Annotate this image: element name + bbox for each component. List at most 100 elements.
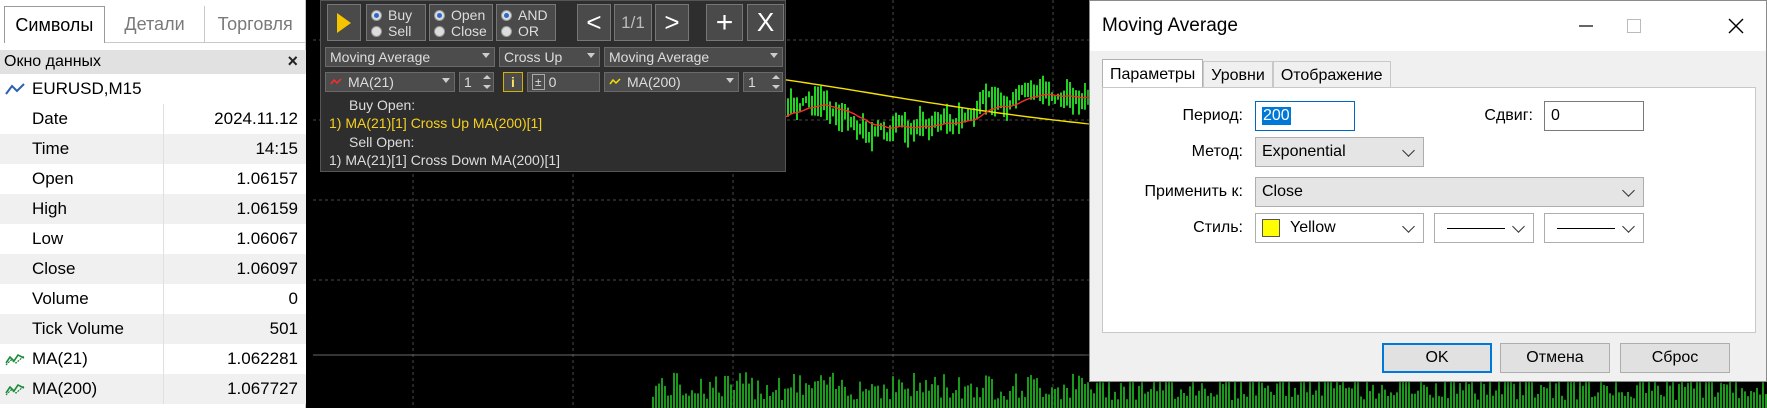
page-indicator: 1/1 [614, 4, 652, 41]
row-key: MA(200) [32, 379, 98, 398]
add-condition-button[interactable]: + [706, 4, 743, 41]
shift2-stepper[interactable]: 1 [743, 72, 783, 92]
row-value: 0 [288, 289, 298, 308]
row-value: 501 [269, 319, 298, 338]
line-style-select[interactable] [1434, 213, 1534, 243]
row-key: Open [0, 164, 164, 194]
tab-details[interactable]: Детали [104, 6, 206, 43]
line-width-select[interactable] [1544, 213, 1644, 243]
sell-open-label: Sell Open: [349, 134, 415, 150]
remove-condition-button[interactable]: X [747, 4, 784, 41]
row-key: MA(21) [32, 349, 88, 368]
ok-button[interactable]: OK [1382, 343, 1492, 373]
sell-radio[interactable]: Sell [371, 23, 421, 39]
table-row: Open 1.06157 [0, 164, 306, 194]
dialog-titlebar[interactable]: Moving Average [1090, 1, 1766, 51]
tab-display[interactable]: Отображение [1272, 61, 1391, 89]
spinner-icon [772, 75, 780, 89]
next-button[interactable]: > [655, 4, 689, 41]
indicator-icon [5, 383, 25, 396]
table-row: Close 1.06097 [0, 254, 306, 284]
chevron-down-icon [1622, 184, 1635, 197]
buy-radio[interactable]: Buy [371, 7, 421, 23]
condition-select[interactable]: Cross Up [499, 47, 600, 67]
ma-fast-select[interactable]: MA(21) [325, 72, 455, 92]
apply-to-label: Применить к: [1144, 183, 1243, 200]
open-radio[interactable]: Open [434, 7, 488, 23]
and-radio[interactable]: AND [501, 7, 551, 23]
chevron-down-icon [1512, 220, 1525, 233]
table-row: High 1.06159 [0, 194, 306, 224]
dialog-title: Moving Average [1102, 15, 1238, 36]
line-style-preview [1447, 227, 1505, 229]
chevron-down-icon [587, 53, 595, 58]
row-value: 2024.11.12 [214, 109, 298, 128]
ma-slow-line-icon [609, 78, 621, 85]
buy-open-label: Buy Open: [349, 97, 416, 113]
dialog-tabs: Параметры Уровни Отображение [1102, 59, 1391, 89]
buy-open-rule: 1) MA(21)[1] Cross Up MA(200)[1] [329, 115, 543, 131]
tab-symbols[interactable]: Символы [4, 6, 105, 43]
row-value: 1.06097 [236, 259, 298, 278]
method-select[interactable]: Exponential [1255, 137, 1424, 167]
chevron-down-icon [726, 78, 734, 83]
symbol-label: EURUSD,M15 [32, 79, 142, 98]
table-row: MA(21) 1.062281 [0, 344, 306, 374]
close-icon[interactable] [1716, 11, 1756, 41]
chevron-down-icon [1402, 220, 1415, 233]
table-row: Time 14:15 [0, 134, 306, 164]
row-value: 14:15 [255, 139, 298, 158]
tab-levels[interactable]: Уровни [1203, 61, 1273, 89]
shift-input[interactable]: 0 [1544, 101, 1644, 131]
cancel-button[interactable]: Отмена [1500, 343, 1610, 373]
row-value: 1.062281 [227, 349, 298, 368]
table-row: MA(200) 1.067727 [0, 374, 306, 404]
close-icon[interactable]: × [287, 51, 298, 71]
tab-parameters[interactable]: Параметры [1102, 59, 1204, 89]
row-key: Close [0, 254, 164, 284]
row-key: Time [0, 134, 164, 164]
style-color-select[interactable]: Yellow [1255, 213, 1424, 243]
maximize-icon [1614, 11, 1654, 41]
method-label: Метод: [1191, 143, 1243, 160]
indicator1-select[interactable]: Moving Average [325, 47, 495, 67]
or-radio[interactable]: OR [501, 23, 551, 39]
navigator-tabs: Символы Детали Торговля [0, 6, 306, 43]
shift1-stepper[interactable]: 1 [459, 72, 494, 92]
table-row: Tick Volume 501 [0, 314, 306, 344]
offset-field[interactable]: ±0 [527, 72, 600, 92]
row-key: Low [0, 224, 164, 254]
ma-slow-select[interactable]: MA(200) [604, 72, 739, 92]
table-row: Date 2024.11.12 [0, 104, 306, 134]
direction-group: Buy Sell [366, 4, 426, 41]
period-label: Период: [1182, 107, 1243, 124]
row-key: Tick Volume [0, 314, 164, 344]
chevron-down-icon [442, 78, 450, 83]
apply-to-select[interactable]: Close [1255, 177, 1644, 207]
minimize-icon[interactable] [1566, 11, 1606, 41]
prev-button[interactable]: < [577, 4, 611, 41]
play-icon [337, 12, 351, 33]
indicator2-select[interactable]: Moving Average [604, 47, 783, 67]
close-radio[interactable]: Close [434, 23, 488, 39]
ma-fast-line-icon [330, 78, 342, 85]
period-input[interactable]: 200 [1255, 101, 1355, 131]
info-button[interactable]: i [503, 72, 523, 92]
sell-open-rule: 1) MA(21)[1] Cross Down MA(200)[1] [329, 152, 561, 168]
play-button[interactable] [327, 4, 361, 41]
table-row: Volume 0 [0, 284, 306, 314]
data-window-table: EURUSD,M15 Date 2024.11.12 Time 14:15 Open… [0, 74, 306, 404]
plus-minus-icon: ± [532, 74, 545, 90]
color-swatch [1262, 219, 1280, 237]
row-key: High [0, 194, 164, 224]
chevron-down-icon [1622, 220, 1635, 233]
table-row: Low 1.06067 [0, 224, 306, 254]
tab-trading[interactable]: Торговля [205, 6, 306, 43]
reset-button[interactable]: Сброс [1620, 343, 1730, 373]
logic-group: AND OR [496, 4, 556, 41]
line-chart-icon [5, 83, 25, 95]
row-key: Volume [0, 284, 164, 314]
chevron-down-icon [1402, 144, 1415, 157]
shift-label: Сдвиг: [1484, 107, 1533, 124]
data-window-header: Окно данных × [0, 50, 306, 74]
